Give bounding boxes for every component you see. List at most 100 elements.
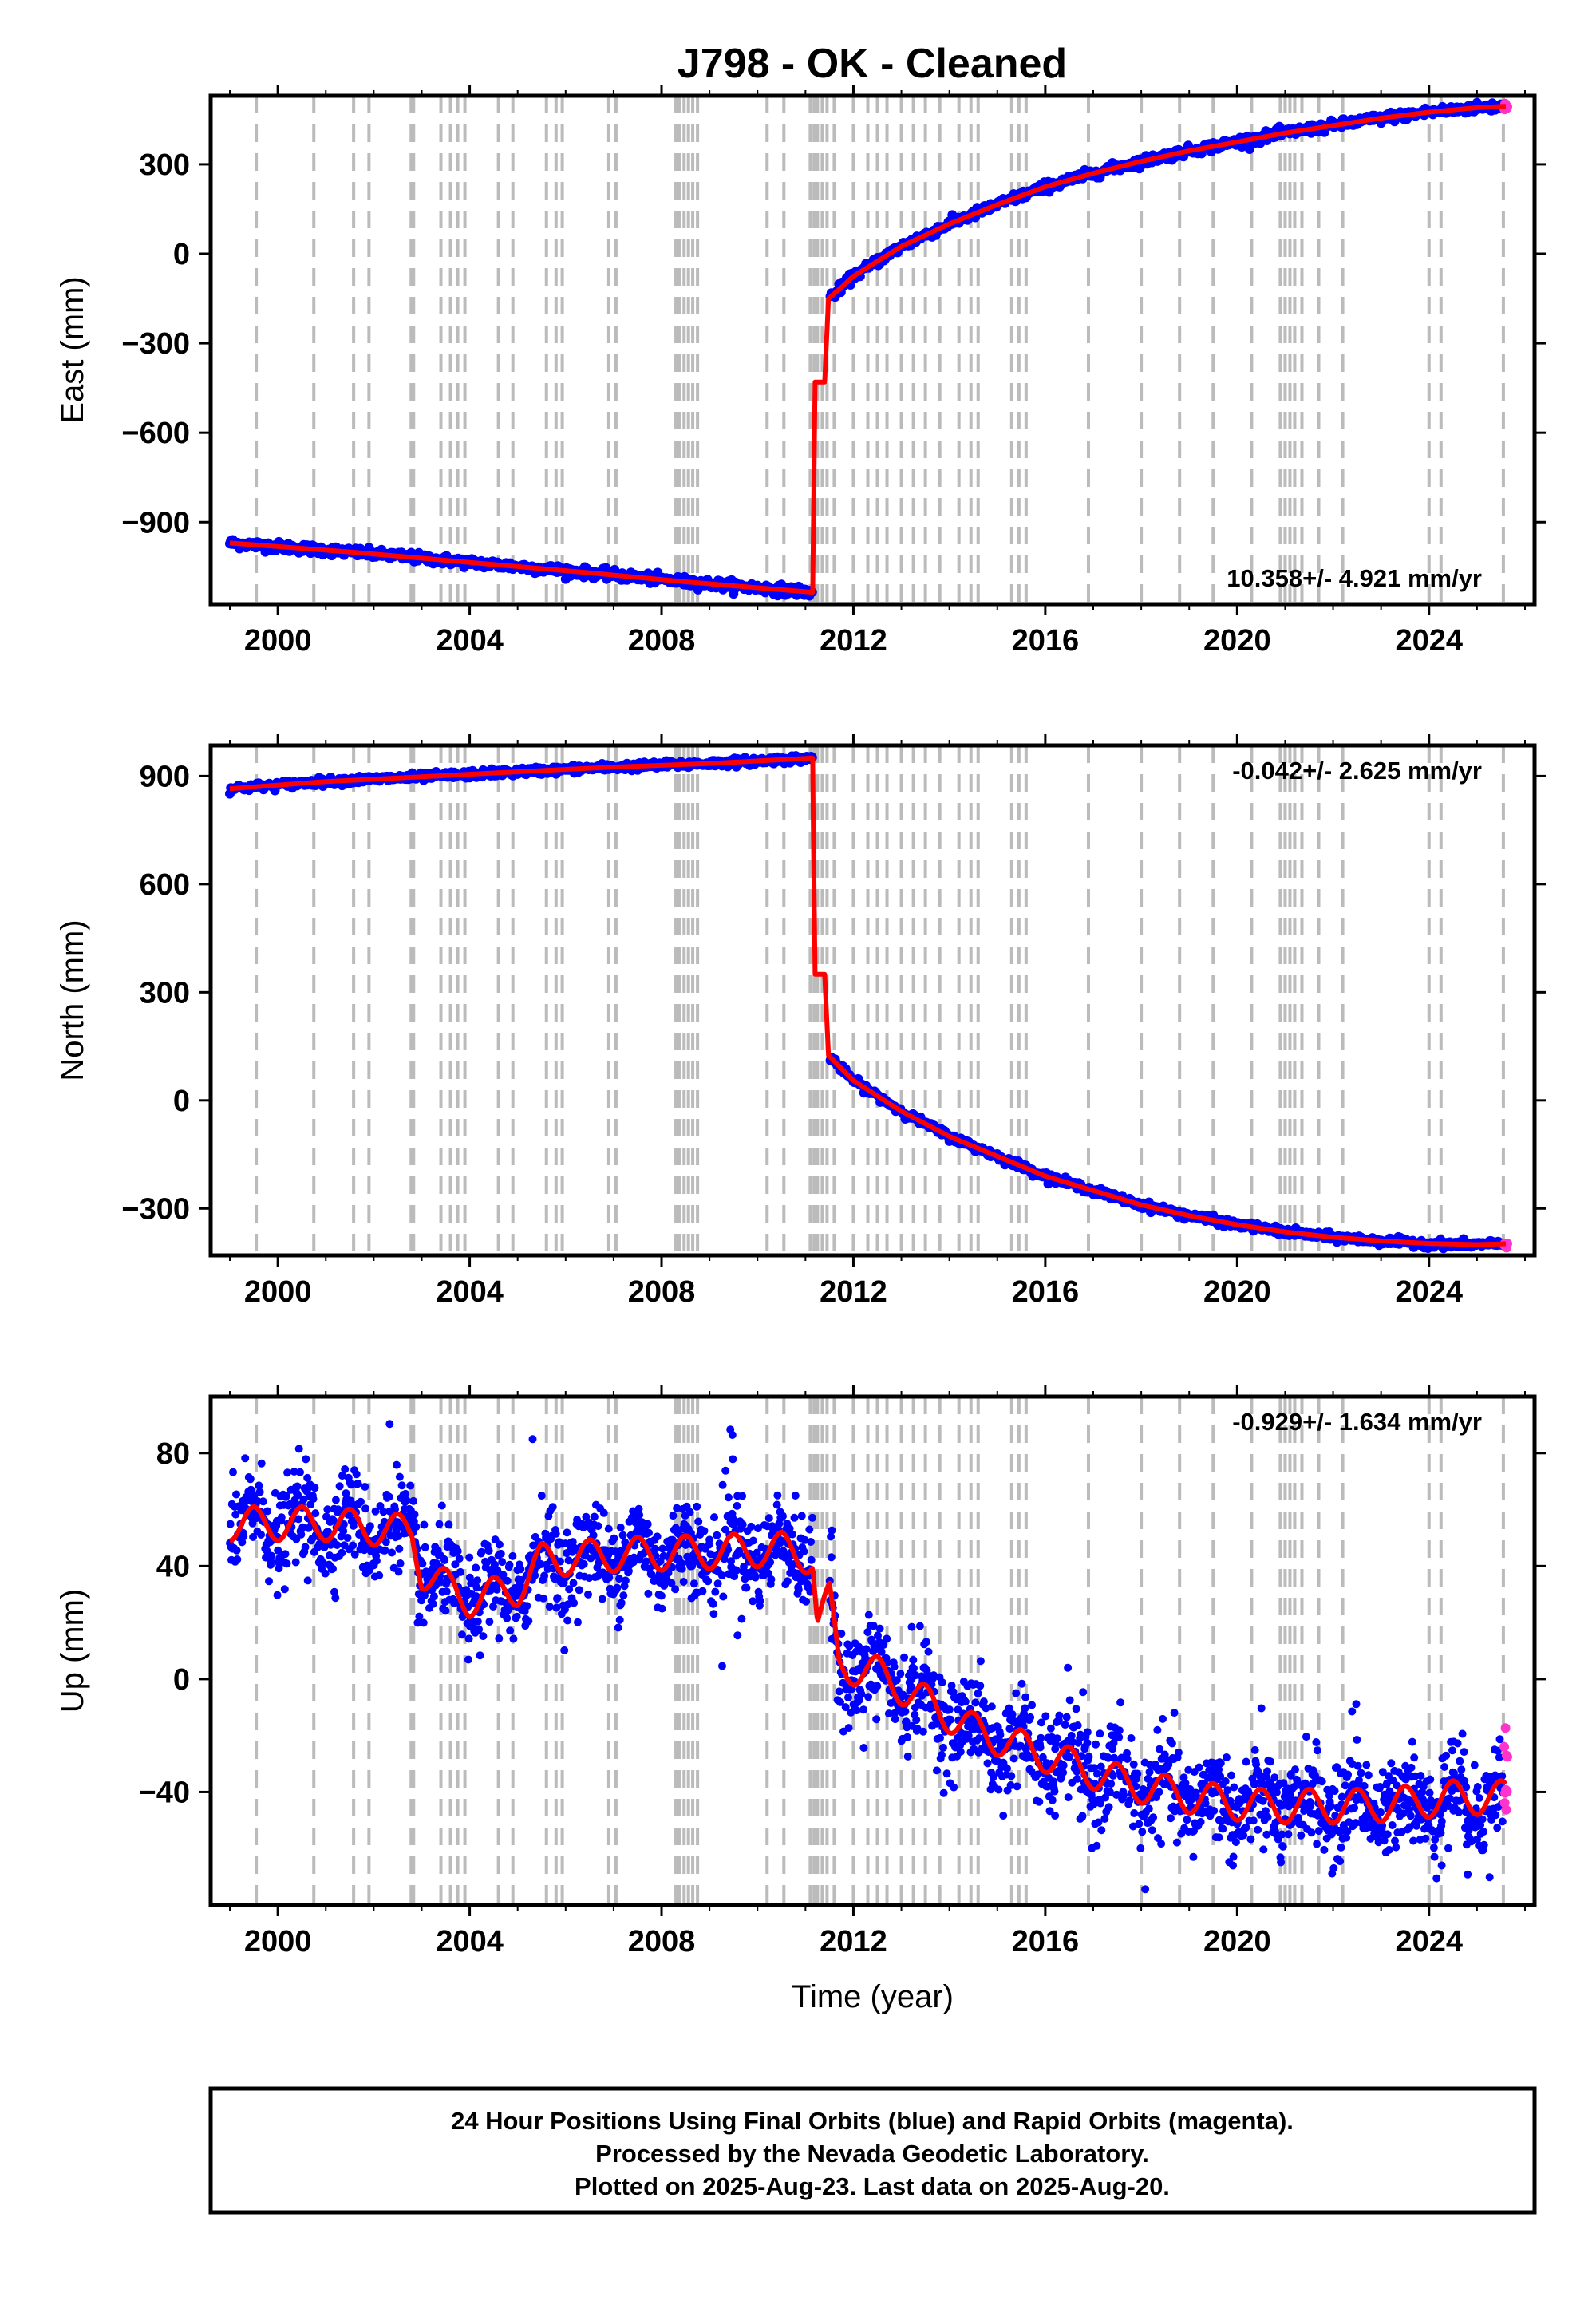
data-point — [961, 1697, 970, 1706]
data-point — [738, 1492, 747, 1500]
data-point — [1108, 1771, 1117, 1780]
y-tick-label: 0 — [173, 238, 190, 271]
data-point — [685, 1508, 694, 1516]
data-point — [585, 1574, 594, 1583]
data-point — [1144, 1804, 1153, 1813]
data-point — [1036, 1743, 1045, 1752]
data-point — [1135, 1820, 1144, 1828]
data-point — [624, 1567, 633, 1575]
data-point — [852, 1706, 861, 1715]
data-point — [333, 1541, 342, 1549]
data-point — [1221, 1777, 1230, 1785]
data-point — [1145, 1768, 1154, 1777]
data-point — [1250, 1780, 1259, 1788]
data-point — [863, 1628, 872, 1637]
data-point — [1258, 1796, 1267, 1805]
data-point — [1270, 1773, 1279, 1782]
data-point — [1026, 1713, 1035, 1721]
data-point — [1090, 1764, 1099, 1773]
data-point — [844, 1724, 853, 1733]
data-point — [255, 1488, 264, 1496]
data-point — [291, 1558, 300, 1567]
data-point — [343, 1534, 352, 1542]
data-point — [1038, 1753, 1047, 1761]
data-point — [807, 1538, 815, 1546]
data-point — [756, 1596, 764, 1605]
data-point — [621, 1576, 630, 1585]
data-point — [753, 1548, 761, 1557]
data-point — [747, 1522, 756, 1531]
data-point — [233, 1555, 242, 1563]
data-point — [1262, 1807, 1270, 1816]
data-point — [479, 1632, 488, 1641]
data-point — [451, 1560, 460, 1569]
data-point — [257, 1531, 266, 1539]
data-point — [862, 1645, 871, 1654]
data-point — [282, 1492, 290, 1500]
data-point — [1223, 1786, 1232, 1795]
data-point — [1064, 1793, 1073, 1802]
data-point — [1167, 1739, 1176, 1748]
data-point — [531, 1571, 539, 1579]
data-point — [1167, 1814, 1175, 1823]
data-point — [1263, 1767, 1271, 1776]
y-tick-label: −300 — [121, 1192, 190, 1226]
data-point — [1245, 144, 1254, 154]
data-point — [724, 1493, 733, 1502]
data-point — [669, 1512, 678, 1520]
data-point — [946, 1715, 955, 1724]
data-point — [1123, 1755, 1132, 1763]
data-point — [657, 1591, 666, 1600]
data-point — [1013, 1782, 1021, 1791]
data-point — [1059, 1769, 1068, 1777]
data-point — [918, 1727, 927, 1736]
data-point — [1133, 1769, 1142, 1778]
data-point — [1297, 1831, 1306, 1840]
data-point — [506, 1626, 515, 1635]
data-point — [604, 1524, 613, 1533]
data-point — [864, 1611, 873, 1619]
data-point — [341, 1465, 350, 1473]
data-point — [338, 1472, 346, 1480]
data-point — [1053, 1734, 1061, 1743]
data-point — [749, 1597, 757, 1606]
data-point — [465, 1553, 474, 1562]
data-point — [455, 1555, 464, 1563]
data-point — [709, 1599, 717, 1608]
plot-area — [225, 96, 1512, 604]
data-point — [590, 1512, 598, 1521]
y-tick-label: 600 — [140, 868, 190, 902]
data-point — [468, 1617, 476, 1626]
data-point — [704, 1577, 713, 1586]
data-point — [357, 1497, 365, 1506]
data-point — [296, 1468, 304, 1476]
data-point — [365, 1522, 374, 1531]
data-point — [505, 1560, 514, 1569]
data-point — [617, 1547, 625, 1555]
data-point — [302, 1455, 310, 1464]
data-point — [1216, 1772, 1225, 1780]
data-point — [1107, 1780, 1116, 1788]
data-point — [667, 1579, 676, 1587]
data-point — [301, 1543, 310, 1551]
data-point — [912, 1716, 921, 1725]
data-point — [265, 1577, 273, 1586]
data-point — [1021, 1704, 1029, 1713]
data-point — [1148, 1826, 1156, 1835]
data-point — [1294, 1813, 1302, 1822]
data-point — [1065, 1753, 1073, 1761]
data-point — [1072, 1705, 1080, 1713]
data-point — [540, 1571, 549, 1580]
data-point — [569, 1579, 578, 1587]
data-point — [924, 1647, 933, 1656]
data-point — [764, 1569, 772, 1578]
data-point — [678, 1564, 686, 1573]
data-point — [659, 1551, 668, 1560]
data-point — [1007, 1772, 1016, 1780]
data-point — [1094, 1818, 1103, 1827]
data-point — [437, 1501, 446, 1510]
data-point — [1037, 1718, 1045, 1727]
data-point — [299, 1495, 308, 1504]
data-point — [892, 1676, 901, 1685]
data-point — [737, 1614, 746, 1623]
